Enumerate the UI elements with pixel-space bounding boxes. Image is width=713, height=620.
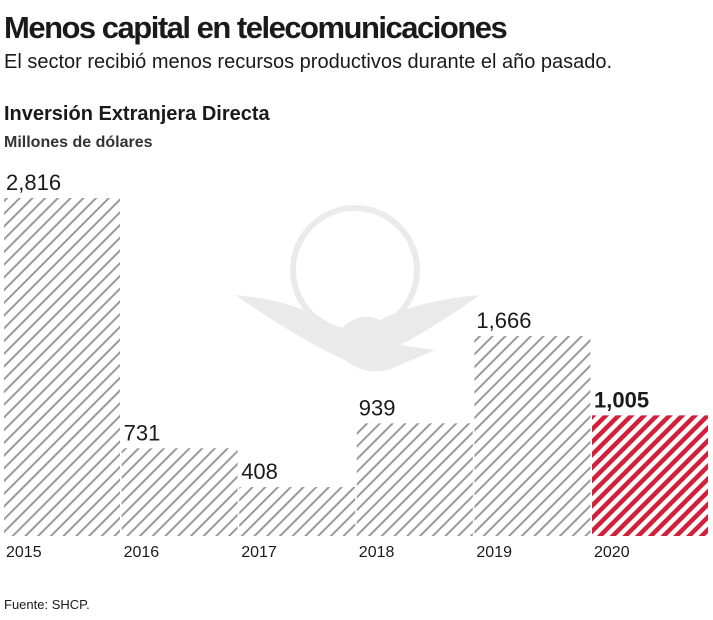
bar <box>4 198 120 536</box>
value-label: 1,005 <box>594 387 649 412</box>
value-label: 1,666 <box>476 308 531 333</box>
series-title: Inversión Extranjera Directa <box>4 103 271 125</box>
bar <box>356 423 473 536</box>
value-label: 731 <box>124 420 161 445</box>
x-tick-label: 2016 <box>124 544 160 561</box>
x-tick-label: 2017 <box>241 544 277 561</box>
unit-label: Millones de dólares <box>4 134 153 151</box>
x-tick-label: 2019 <box>476 544 512 561</box>
bar <box>121 448 238 536</box>
x-tick-label: 2015 <box>6 544 42 561</box>
chart-title: Menos capital en telecomunicaciones <box>4 10 506 45</box>
value-label: 408 <box>241 459 278 484</box>
source-note: Fuente: SHCP. <box>4 597 90 612</box>
chart-subtitle: El sector recibió menos recursos product… <box>4 51 612 73</box>
value-label: 2,816 <box>6 170 61 195</box>
x-tick-label: 2018 <box>359 544 395 561</box>
bar <box>239 487 356 536</box>
value-label: 939 <box>359 395 396 420</box>
bar <box>474 336 591 536</box>
watermark <box>235 205 480 372</box>
x-tick-label: 2020 <box>594 544 630 561</box>
bar <box>592 415 708 536</box>
